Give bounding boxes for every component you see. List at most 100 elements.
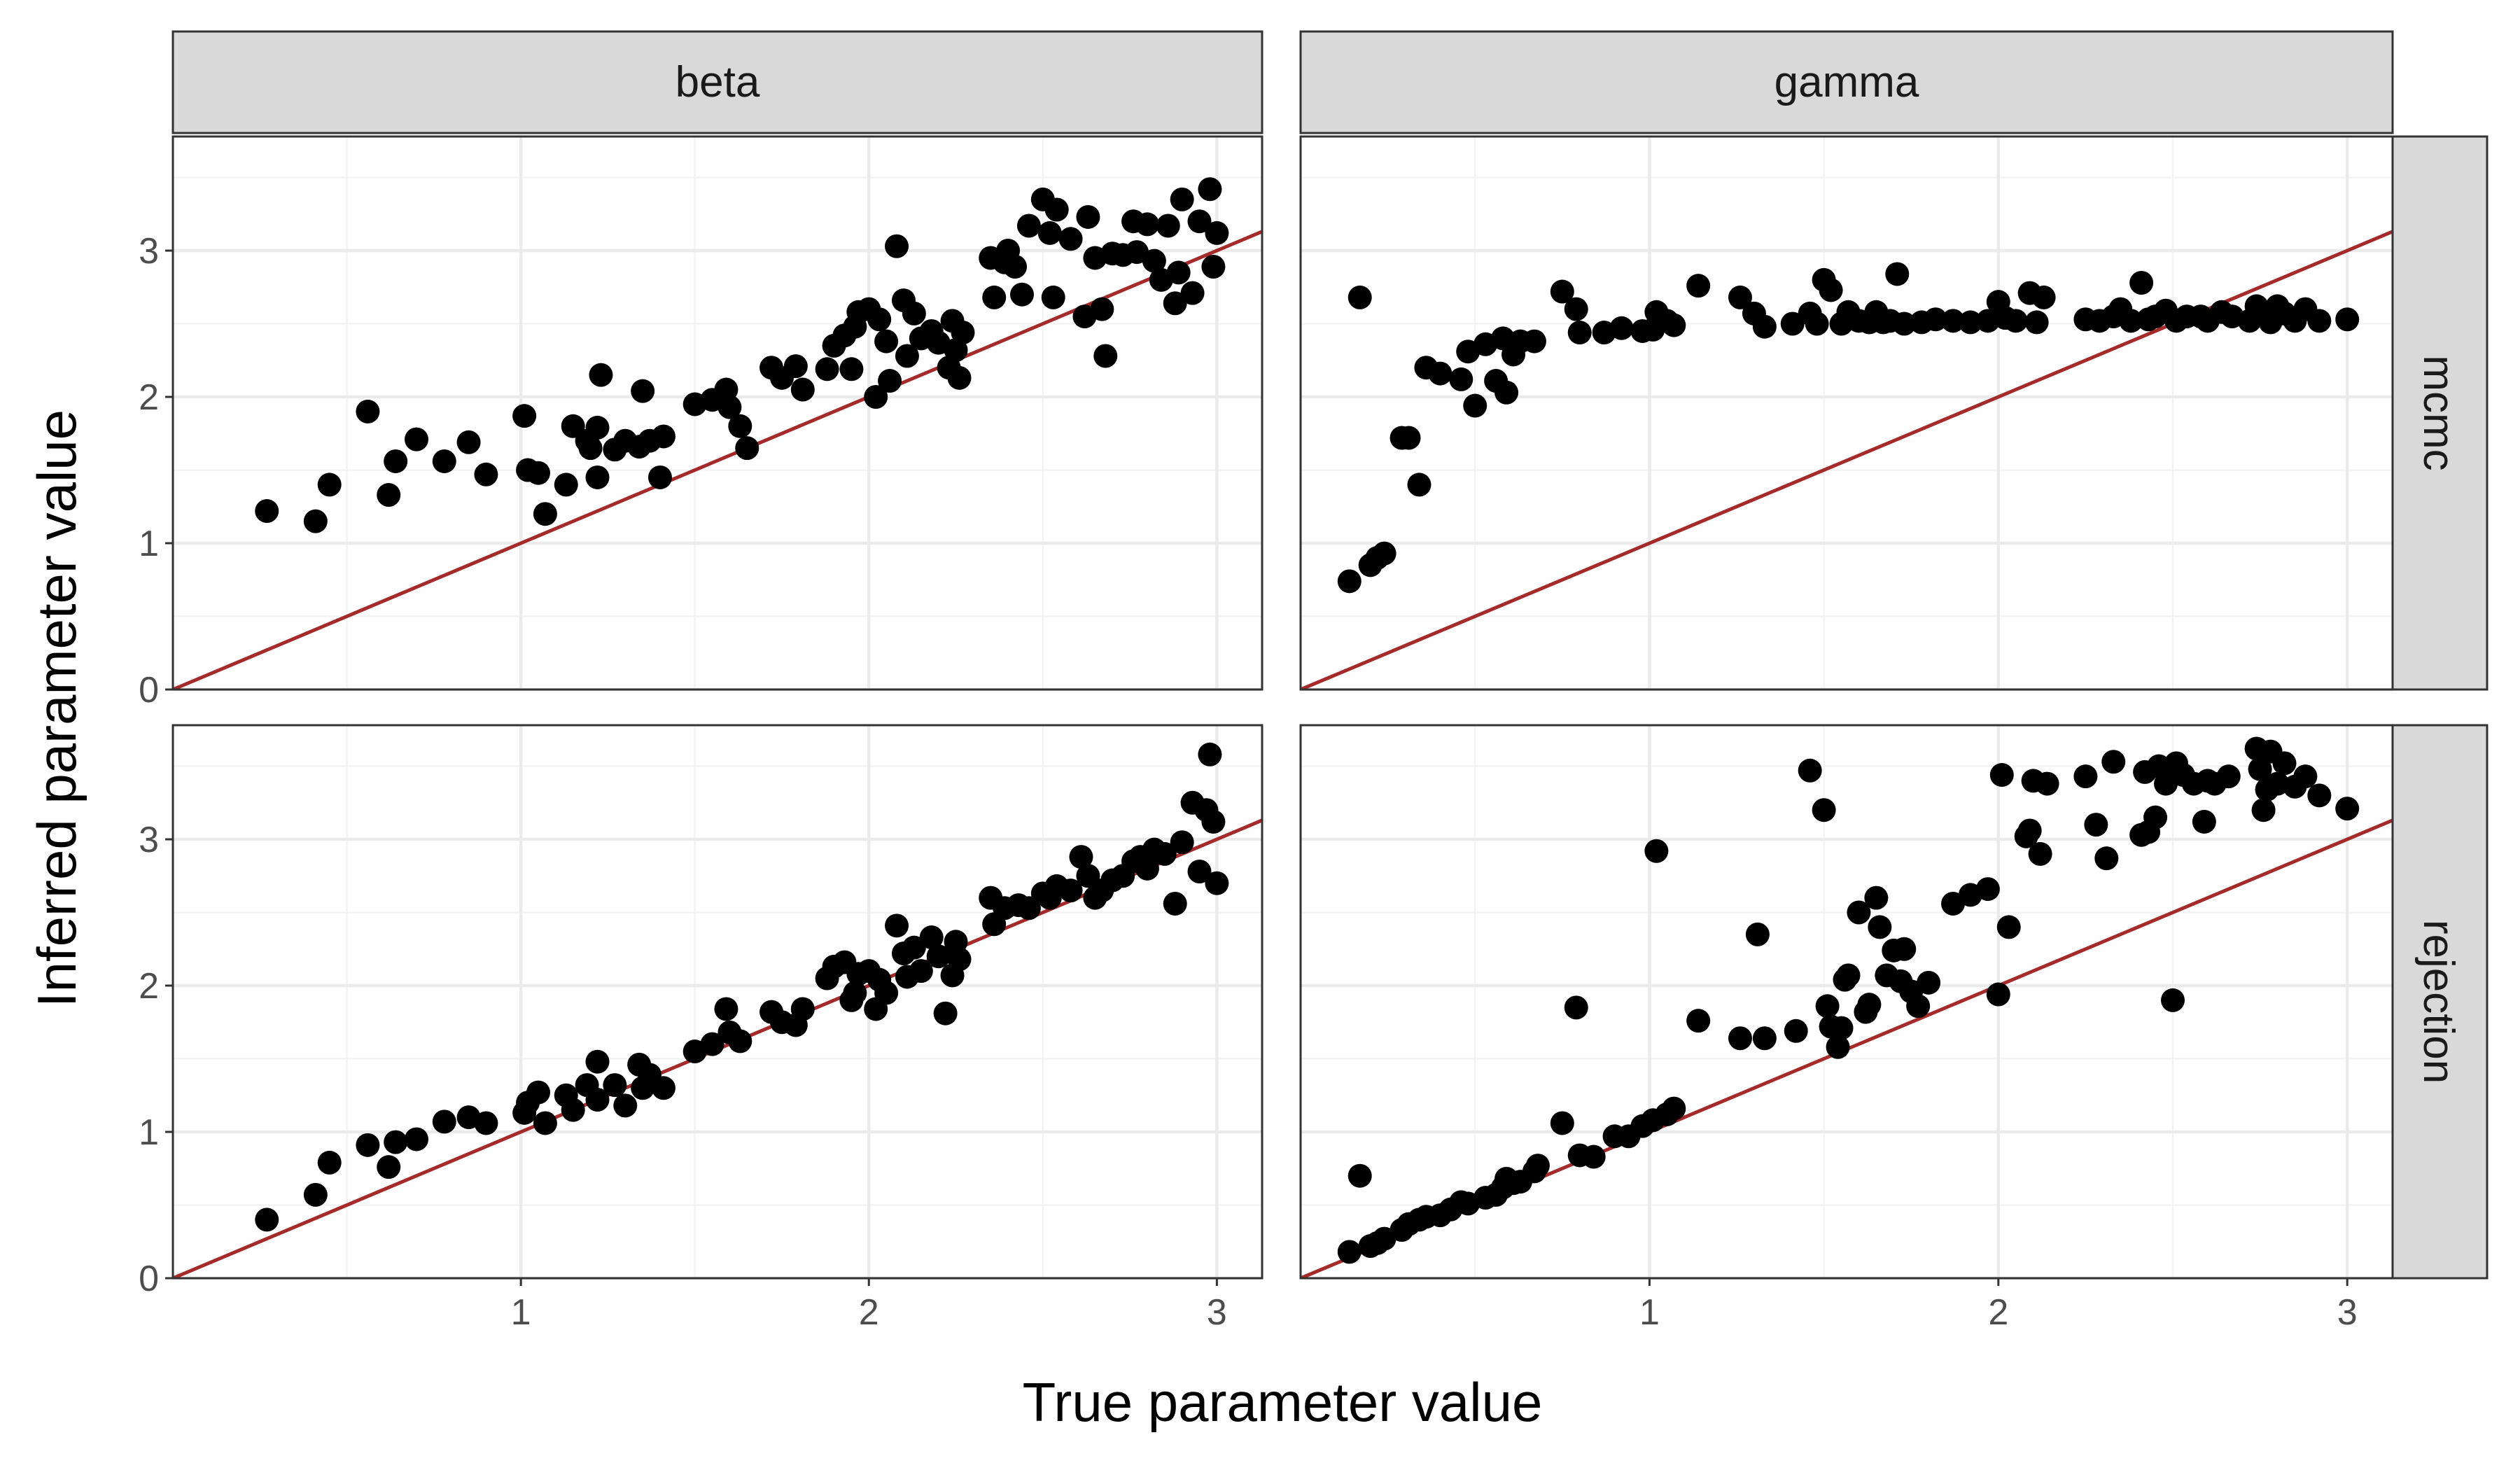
data-point: [2024, 310, 2049, 335]
data-point: [578, 436, 603, 461]
data-point: [651, 1076, 676, 1100]
points: [255, 742, 1229, 1232]
data-point: [1152, 841, 1177, 866]
data-point: [356, 399, 380, 424]
data-point: [2101, 750, 2126, 774]
data-point: [1156, 214, 1180, 238]
data-point: [651, 424, 676, 449]
y-tick-label: 3: [139, 820, 159, 860]
data-point: [947, 947, 972, 972]
data-point: [1348, 1163, 1372, 1188]
data-point: [255, 499, 279, 524]
panel-beta-mcmc: 0 1 2 3: [139, 135, 1264, 710]
points: [1337, 736, 2360, 1264]
data-point: [1348, 285, 1372, 309]
data-point: [1745, 922, 1770, 946]
data-point: [815, 357, 839, 382]
data-point: [303, 509, 328, 533]
data-point: [874, 981, 899, 1005]
data-point: [1924, 307, 1948, 332]
data-point: [874, 329, 899, 354]
panel-beta-rejection: 0 1 2 3 1 2 3: [139, 724, 1264, 1333]
y-tick-label: 0: [139, 1259, 159, 1299]
gridlines: [1301, 136, 2393, 692]
data-point: [1076, 204, 1100, 229]
y-tick-label: 1: [139, 1112, 159, 1153]
data-point: [585, 1088, 610, 1112]
data-point: [356, 1133, 380, 1157]
data-point: [2307, 309, 2332, 333]
data-point: [2307, 783, 2332, 808]
strip-label-gamma: gamma: [1774, 58, 1919, 106]
data-point: [1187, 859, 1212, 883]
data-point: [902, 935, 926, 960]
data-point: [728, 414, 752, 438]
data-point: [589, 363, 613, 387]
data-point: [1752, 1026, 1777, 1051]
data-point: [1058, 878, 1083, 903]
data-point: [585, 465, 610, 489]
data-point: [1041, 285, 1065, 309]
points: [255, 177, 1229, 533]
points: [1337, 262, 2360, 594]
data-point: [1494, 380, 1519, 405]
data-point: [1163, 291, 1187, 316]
strip-rejection: rejection: [2391, 724, 2488, 1280]
data-point: [1885, 262, 1910, 286]
data-point: [2017, 818, 2042, 843]
data-point: [1686, 1009, 1711, 1033]
data-point: [456, 430, 481, 454]
x-tick-label: 2: [859, 1292, 879, 1333]
data-point: [1812, 798, 1836, 822]
data-point: [1463, 393, 1488, 418]
data-point: [631, 379, 655, 403]
data-point: [2143, 805, 2168, 830]
data-point: [432, 1110, 456, 1134]
data-point: [512, 404, 537, 428]
data-point: [1826, 1035, 1850, 1059]
data-point: [902, 301, 926, 326]
data-point: [1581, 1144, 1606, 1169]
data-point: [1037, 220, 1062, 245]
data-point: [1829, 1016, 1854, 1040]
data-point: [2272, 751, 2297, 776]
data-point: [885, 234, 909, 258]
data-point: [2035, 771, 2059, 796]
panel-gamma-rejection: 1 2 3: [1299, 724, 2394, 1333]
strip-label-rejection: rejection: [2414, 920, 2463, 1084]
y-axis-title: Inferred parameter value: [26, 410, 88, 1007]
data-point: [1525, 1154, 1550, 1178]
data-point: [1892, 312, 1917, 336]
panel-border: [1299, 724, 2394, 1280]
data-point: [648, 465, 672, 489]
data-point: [1003, 255, 1028, 279]
data-point: [1166, 260, 1191, 285]
data-point: [533, 1111, 557, 1135]
data-point: [585, 415, 610, 440]
data-point: [2031, 285, 2056, 309]
data-point: [783, 354, 808, 379]
data-point: [1868, 915, 1892, 939]
data-point: [1135, 212, 1159, 237]
data-point: [317, 472, 342, 497]
data-point: [2028, 841, 2052, 866]
x-tick-label: 2: [1988, 1292, 2008, 1333]
data-point: [2335, 797, 2360, 821]
data-point: [2119, 309, 2143, 333]
data-point: [1805, 312, 1829, 336]
data-point: [1784, 1018, 1808, 1043]
data-point: [303, 1182, 328, 1207]
data-point: [1644, 839, 1669, 863]
strip-mcmc: mcmc: [2391, 135, 2488, 691]
data-point: [1205, 871, 1229, 895]
data-point: [735, 436, 760, 461]
data-point: [1163, 891, 1187, 916]
data-point: [2161, 988, 2185, 1012]
strip-label-beta: beta: [676, 58, 760, 106]
x-tick-label: 3: [2337, 1292, 2358, 1333]
data-point: [1093, 344, 1118, 368]
data-point: [432, 449, 456, 473]
data-point: [1009, 282, 1034, 307]
data-point: [613, 1093, 638, 1118]
